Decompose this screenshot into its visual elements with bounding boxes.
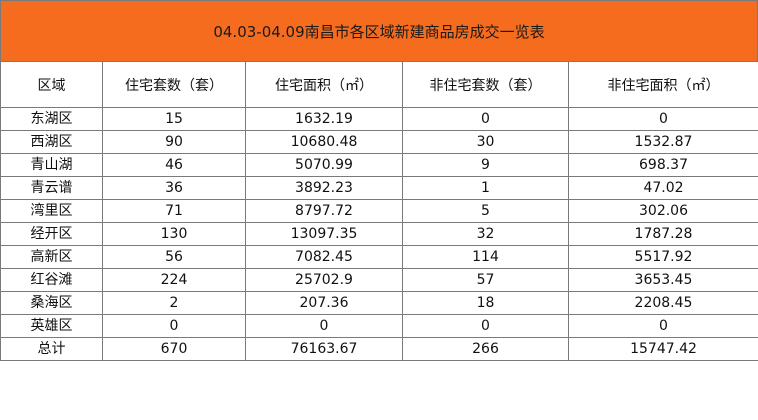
- cell-nonresidential-units: 0: [402, 107, 569, 131]
- cell-nonresidential-area: 0: [568, 107, 758, 131]
- cell-residential-area: 10680.48: [245, 130, 403, 154]
- cell-total-residential-units: 670: [102, 337, 246, 361]
- sales-table: 区域 住宅套数（套） 住宅面积（㎡） 非住宅套数（套） 非住宅面积（㎡） 东湖区…: [0, 61, 758, 361]
- cell-residential-area: 8797.72: [245, 199, 403, 223]
- cell-nonresidential-units: 18: [402, 291, 569, 315]
- cell-nonresidential-area: 3653.45: [568, 268, 758, 292]
- cell-nonresidential-area: 5517.92: [568, 245, 758, 269]
- table-row: 青山湖 46 5070.99 9 698.37: [0, 153, 758, 177]
- cell-residential-area: 3892.23: [245, 176, 403, 200]
- table-row: 西湖区 90 10680.48 30 1532.87: [0, 130, 758, 154]
- cell-district: 英雄区: [0, 314, 103, 338]
- cell-residential-area: 207.36: [245, 291, 403, 315]
- cell-district: 西湖区: [0, 130, 103, 154]
- cell-nonresidential-units: 9: [402, 153, 569, 177]
- cell-nonresidential-units: 57: [402, 268, 569, 292]
- table-row: 红谷滩 224 25702.9 57 3653.45: [0, 268, 758, 292]
- cell-district: 高新区: [0, 245, 103, 269]
- cell-total-nonresidential-units: 266: [402, 337, 569, 361]
- table-row: 英雄区 0 0 0 0: [0, 314, 758, 338]
- cell-nonresidential-units: 5: [402, 199, 569, 223]
- table-row: 东湖区 15 1632.19 0 0: [0, 107, 758, 131]
- cell-residential-area: 7082.45: [245, 245, 403, 269]
- header-residential-units: 住宅套数（套）: [102, 61, 246, 108]
- cell-residential-area: 13097.35: [245, 222, 403, 246]
- cell-nonresidential-area: 698.37: [568, 153, 758, 177]
- cell-district: 东湖区: [0, 107, 103, 131]
- cell-district: 桑海区: [0, 291, 103, 315]
- table-row: 经开区 130 13097.35 32 1787.28: [0, 222, 758, 246]
- cell-residential-area: 25702.9: [245, 268, 403, 292]
- header-nonresidential-units: 非住宅套数（套）: [402, 61, 569, 108]
- header-nonresidential-area: 非住宅面积（㎡）: [568, 61, 758, 108]
- cell-total-residential-area: 76163.67: [245, 337, 403, 361]
- cell-district: 青山湖: [0, 153, 103, 177]
- table-row: 青云谱 36 3892.23 1 47.02: [0, 176, 758, 200]
- cell-residential-units: 130: [102, 222, 246, 246]
- cell-nonresidential-area: 302.06: [568, 199, 758, 223]
- cell-total-nonresidential-area: 15747.42: [568, 337, 758, 361]
- cell-residential-units: 2: [102, 291, 246, 315]
- cell-total-label: 总计: [0, 337, 103, 361]
- cell-residential-units: 90: [102, 130, 246, 154]
- cell-residential-area: 5070.99: [245, 153, 403, 177]
- cell-nonresidential-units: 114: [402, 245, 569, 269]
- cell-nonresidential-units: 32: [402, 222, 569, 246]
- cell-residential-area: 0: [245, 314, 403, 338]
- cell-nonresidential-area: 0: [568, 314, 758, 338]
- cell-nonresidential-units: 1: [402, 176, 569, 200]
- cell-residential-units: 46: [102, 153, 246, 177]
- cell-nonresidential-units: 30: [402, 130, 569, 154]
- table-row: 湾里区 71 8797.72 5 302.06: [0, 199, 758, 223]
- cell-district: 经开区: [0, 222, 103, 246]
- cell-residential-units: 15: [102, 107, 246, 131]
- total-row: 总计 670 76163.67 266 15747.42: [0, 337, 758, 361]
- header-row: 区域 住宅套数（套） 住宅面积（㎡） 非住宅套数（套） 非住宅面积（㎡）: [0, 61, 758, 108]
- table-title: 04.03-04.09南昌市各区域新建商品房成交一览表: [0, 0, 758, 62]
- cell-nonresidential-units: 0: [402, 314, 569, 338]
- cell-residential-units: 71: [102, 199, 246, 223]
- cell-residential-area: 1632.19: [245, 107, 403, 131]
- cell-nonresidential-area: 1787.28: [568, 222, 758, 246]
- cell-nonresidential-area: 47.02: [568, 176, 758, 200]
- cell-district: 湾里区: [0, 199, 103, 223]
- cell-residential-units: 0: [102, 314, 246, 338]
- cell-residential-units: 56: [102, 245, 246, 269]
- header-residential-area: 住宅面积（㎡）: [245, 61, 403, 108]
- cell-district: 青云谱: [0, 176, 103, 200]
- table-row: 高新区 56 7082.45 114 5517.92: [0, 245, 758, 269]
- table-row: 桑海区 2 207.36 18 2208.45: [0, 291, 758, 315]
- cell-nonresidential-area: 1532.87: [568, 130, 758, 154]
- cell-district: 红谷滩: [0, 268, 103, 292]
- cell-nonresidential-area: 2208.45: [568, 291, 758, 315]
- cell-residential-units: 36: [102, 176, 246, 200]
- cell-residential-units: 224: [102, 268, 246, 292]
- header-district: 区域: [0, 61, 103, 108]
